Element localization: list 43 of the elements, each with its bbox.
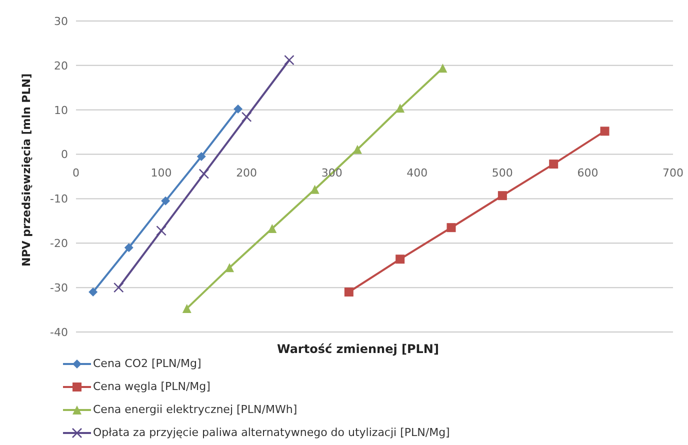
- point: [161, 196, 170, 206]
- point: [234, 104, 243, 114]
- legend-label: Cena CO2 [PLN/Mg]: [93, 357, 202, 370]
- point: [396, 104, 405, 113]
- x-tick-label: 700: [662, 166, 684, 180]
- x-tick-label: 0: [72, 166, 80, 180]
- point: [446, 223, 456, 232]
- point: [225, 263, 234, 272]
- point: [438, 64, 448, 73]
- x-tick-label: 400: [406, 166, 428, 180]
- point: [198, 168, 210, 179]
- legend-label: Cena węgla [PLN/Mg]: [93, 380, 210, 393]
- point: [549, 160, 558, 169]
- point: [268, 224, 277, 233]
- point: [344, 288, 354, 297]
- legend-label: Opłata za przyjęcie paliwa alternatywnego do utylizacji [PLN/Mg]: [93, 426, 450, 439]
- point: [88, 288, 98, 297]
- y-tick-label: 0: [61, 148, 68, 162]
- x-tick-label: 500: [492, 166, 513, 180]
- x-tick-label: 200: [236, 166, 258, 180]
- point: [113, 282, 124, 293]
- point: [156, 226, 166, 236]
- y-tick-label: 20: [54, 59, 68, 72]
- point: [284, 54, 294, 66]
- x-tick-label: 600: [577, 166, 598, 180]
- x-axis-title: Wartość zmiennej [PLN]: [276, 342, 440, 356]
- point: [124, 243, 134, 252]
- x-tick-label: 100: [150, 166, 172, 180]
- point: [310, 184, 320, 194]
- point: [600, 126, 610, 136]
- legend-label: Cena energii elektrycznej [PLN/MWh]: [93, 403, 298, 416]
- point: [498, 191, 507, 200]
- y-tick-label: -40: [50, 326, 68, 339]
- y-tick-label: -10: [50, 192, 68, 206]
- point: [182, 304, 192, 313]
- y-tick-label: 30: [54, 14, 68, 28]
- y-tick-label: -20: [50, 237, 68, 250]
- point: [396, 254, 405, 264]
- y-tick-label: -30: [50, 281, 68, 294]
- point: [196, 152, 206, 162]
- y-tick-label: 10: [54, 104, 68, 117]
- y-axis-title: NPV przedsięwzięcia [mln PLN]: [20, 74, 33, 266]
- point: [241, 112, 252, 122]
